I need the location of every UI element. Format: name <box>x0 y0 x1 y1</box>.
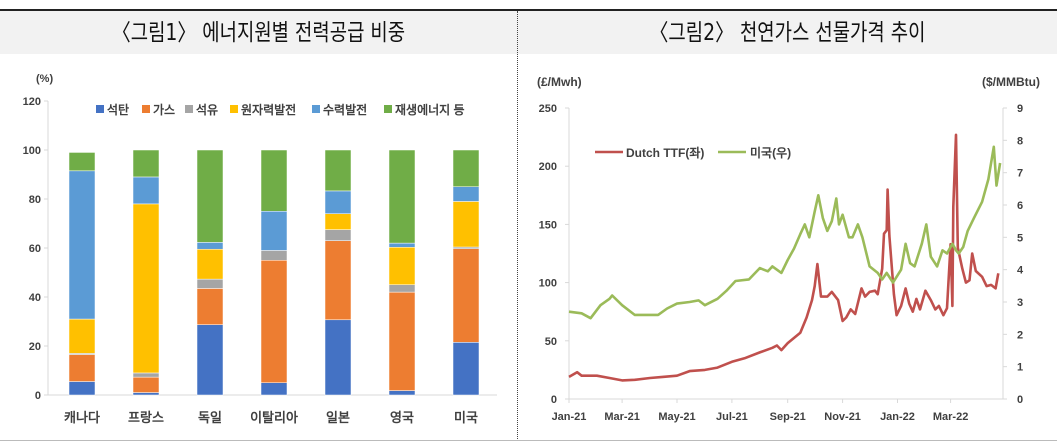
right-y-tick-label: 4 <box>1017 265 1024 277</box>
top-rule <box>0 9 1057 11</box>
bar-segment-수력발전 <box>132 176 160 205</box>
bar-segment-원자력발전 <box>68 318 96 354</box>
x-tick-label: Jan-22 <box>880 411 915 423</box>
bar-segment-석탄 <box>196 324 224 396</box>
legend-label: 수력발전 <box>323 102 367 117</box>
x-category-label: 독일 <box>198 410 222 425</box>
legend-label: 석유 <box>196 103 218 117</box>
y-axis-unit: (%) <box>36 73 53 85</box>
y-tick-label: 120 <box>23 96 41 108</box>
left-axis-unit: (£/Mwh) <box>537 75 582 89</box>
bar-segment-가스 <box>324 240 352 321</box>
legend-swatch <box>185 105 193 113</box>
bar-segment-원자력발전 <box>132 203 160 374</box>
y-tick-label: 60 <box>29 243 41 255</box>
legend-label: 석탄 <box>107 102 129 117</box>
stacked-bar-chart: (%) 0 20 40 60 80 100 120 캐나다 프랑스 독일 이탈리아 일본 영국 미국 석탄 가스… <box>23 73 497 425</box>
legend-label: 재생에너지 등 <box>395 102 465 117</box>
x-category-label: 캐나다 <box>64 410 100 425</box>
x-category-label: 영국 <box>390 410 414 425</box>
x-tick-label: Sep-21 <box>770 411 806 423</box>
left-y-tick-label: 50 <box>545 336 557 348</box>
bar-segment-가스 <box>196 288 224 325</box>
legend-label: 가스 <box>153 102 175 117</box>
bar-segment-재생에너지 등 <box>452 149 480 187</box>
x-category-label: 미국 <box>454 410 478 425</box>
bar-segment-재생에너지 등 <box>324 149 352 192</box>
right-y-tick-label: 9 <box>1017 103 1023 115</box>
legend-label: 미국(우) <box>750 145 791 160</box>
legend-swatch <box>384 105 392 113</box>
legend-swatch <box>312 105 320 113</box>
bar-segment-재생에너지 등 <box>132 149 160 178</box>
legend-swatch <box>96 105 104 113</box>
y-tick-label: 40 <box>29 292 41 304</box>
bar-segment-가스 <box>388 291 416 391</box>
bar-segment-원자력발전 <box>452 201 480 248</box>
x-tick-label: Nov-21 <box>824 411 861 423</box>
right-axis-unit: ($/MMBtu) <box>982 75 1040 89</box>
x-category-label: 프랑스 <box>128 410 164 425</box>
x-tick-label: May-21 <box>658 411 695 423</box>
bar-segment-석탄 <box>452 342 480 396</box>
right-y-tick-label: 2 <box>1017 329 1023 341</box>
y-tick-label: 20 <box>29 341 41 353</box>
bar-segment-재생에너지 등 <box>388 149 416 244</box>
series-line-ttf <box>568 133 1000 382</box>
left-y-tick-label: 150 <box>539 219 557 231</box>
legend-label: 원자력발전 <box>241 102 296 117</box>
right-y-tick-label: 0 <box>1017 394 1023 406</box>
bottom-rule <box>0 440 1057 441</box>
right-y-tick-label: 5 <box>1017 232 1023 244</box>
bar-segment-재생에너지 등 <box>260 149 288 212</box>
left-y-tick-label: 250 <box>539 103 557 115</box>
bar-segment-원자력발전 <box>388 247 416 285</box>
x-tick-label: Jan-21 <box>552 411 587 423</box>
bar-segment-가스 <box>452 248 480 343</box>
y-tick-label: 80 <box>29 194 41 206</box>
left-y-tick-label: 100 <box>539 278 557 290</box>
bar-segment-수력발전 <box>68 170 96 320</box>
left-y-tick-label: 200 <box>539 161 557 173</box>
right-y-tick-label: 8 <box>1017 135 1023 147</box>
bar-segment-가스 <box>260 260 288 383</box>
series-line-us <box>568 145 1002 320</box>
panel-divider <box>517 11 518 441</box>
bar-segment-원자력발전 <box>196 248 224 280</box>
legend-swatch <box>142 105 150 113</box>
legend-swatch <box>230 105 238 113</box>
left-y-tick-label: 0 <box>551 394 557 406</box>
figure2-title: 〈그림2〉 천연가스 선물가격 추이 <box>649 20 926 46</box>
x-category-label: 일본 <box>326 410 350 425</box>
y-tick-label: 100 <box>23 145 41 157</box>
right-y-tick-label: 6 <box>1017 200 1023 212</box>
x-tick-label: Mar-22 <box>933 411 968 423</box>
bar-segment-재생에너지 등 <box>196 149 224 243</box>
x-category-label: 이탈리아 <box>250 410 298 425</box>
right-y-tick-label: 7 <box>1017 168 1023 180</box>
x-tick-label: Mar-21 <box>604 411 639 423</box>
bar-segment-재생에너지 등 <box>68 152 96 172</box>
right-y-tick-label: 1 <box>1017 362 1023 374</box>
title-band <box>0 11 1057 54</box>
figure1-title: 〈그림1〉 에너지원별 전력공급 비중 <box>111 20 406 46</box>
bar-segment-석탄 <box>324 319 352 396</box>
y-tick-label: 0 <box>35 390 41 402</box>
x-tick-label: Jul-21 <box>716 411 748 423</box>
right-y-tick-label: 3 <box>1017 297 1023 309</box>
legend-label: Dutch TTF(좌) <box>626 145 704 160</box>
